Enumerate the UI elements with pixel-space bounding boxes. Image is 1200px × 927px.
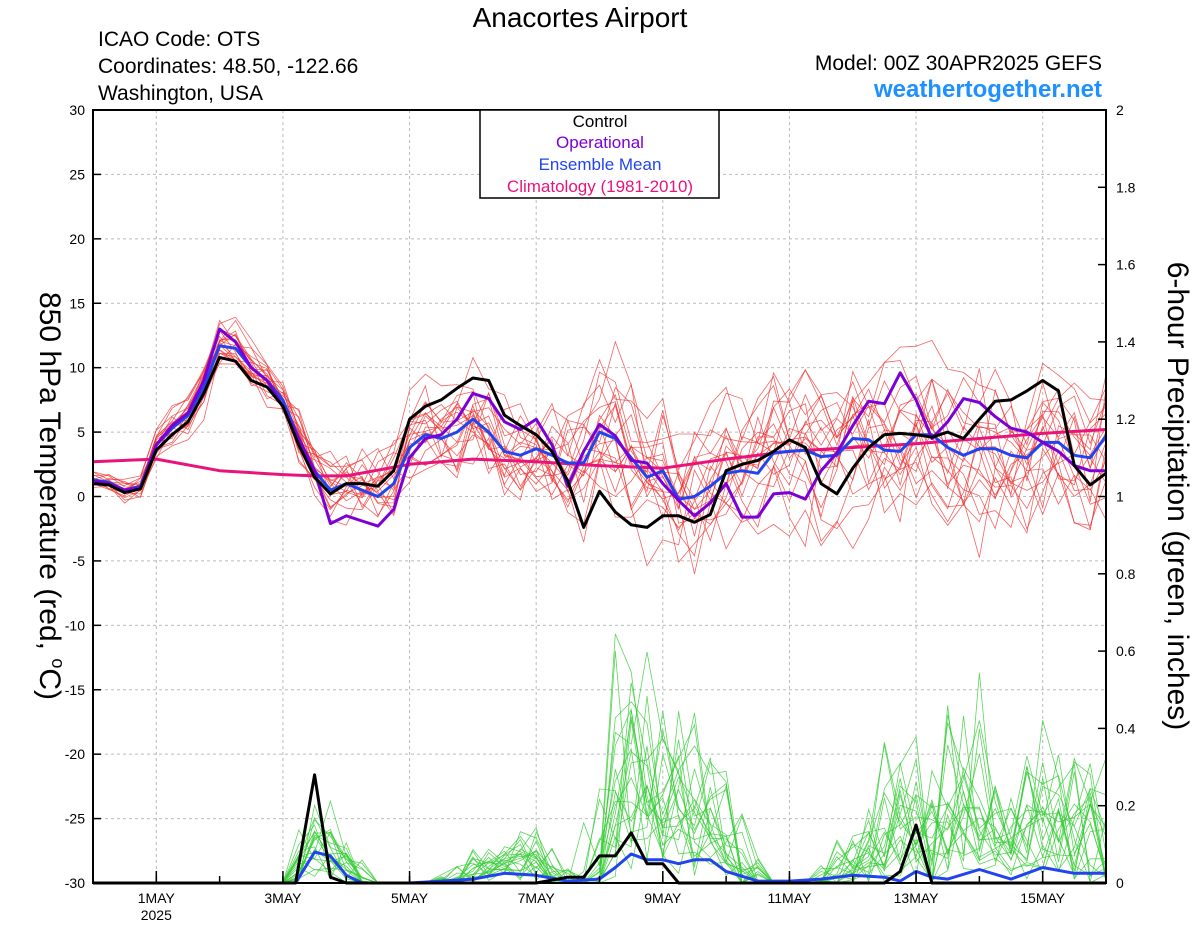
- legend-box: [479, 109, 720, 199]
- ensemble-member-temp: [92, 362, 1107, 558]
- y2-tick-label: 0.8: [1116, 566, 1136, 582]
- ensemble-member-temp: [92, 334, 1107, 531]
- x-tick-label: 9MAY: [644, 890, 682, 906]
- series-operational-temp: [92, 327, 1106, 528]
- series-control-temp: [92, 355, 1107, 529]
- legend-climatology: Climatology (1981-2010): [507, 177, 693, 196]
- y2-tick-label: 1: [1116, 489, 1124, 505]
- y2-tick-label: 0.6: [1116, 643, 1136, 659]
- y-tick-label: -25: [65, 811, 85, 827]
- x-tick-label: 13MAY: [894, 890, 940, 906]
- y-tick-label: -15: [65, 682, 85, 698]
- ensemble-member-temp: [92, 344, 1107, 503]
- coordinates: Coordinates: 48.50, -122.66: [98, 55, 359, 78]
- y-tick-label: -30: [65, 875, 85, 891]
- x-tick-sublabel: 2025: [141, 907, 172, 923]
- y-tick-label: 25: [69, 166, 85, 182]
- location: Washington, USA: [98, 82, 263, 105]
- ensemble-member-temp: [92, 340, 1107, 547]
- y2-axis-label: 6-hour Precipitation (green, inches): [1161, 262, 1194, 731]
- ensemble-member-temp: [92, 348, 1107, 563]
- ensemble-member-temp: [92, 352, 1107, 537]
- legend-control: Control: [573, 112, 628, 131]
- x-tick-label: 5MAY: [391, 890, 429, 906]
- gridlines: [93, 110, 1106, 883]
- x-tick-label: 1MAY: [138, 890, 176, 906]
- x-tick-label: 7MAY: [518, 890, 556, 906]
- ensemble-member-temp: [92, 316, 1107, 529]
- model-run: Model: 00Z 30APR2025 GEFS: [814, 52, 1102, 75]
- ensemble-member-temp: [92, 341, 1107, 521]
- legend: Control Operational Ensemble Mean Climat…: [479, 109, 720, 199]
- y-tick-label: 10: [69, 360, 85, 376]
- x-tick-label: 3MAY: [264, 890, 302, 906]
- ensemble-member-precip: [93, 650, 1107, 884]
- y-tick-label: 20: [69, 231, 85, 247]
- page-title: Anacortes Airport: [472, 2, 688, 33]
- ensemble-member-precip: [93, 682, 1107, 884]
- y-axis-label: 850 hPa Temperature (red, oC): [33, 292, 68, 700]
- y2-tick-label: 0.2: [1116, 798, 1136, 814]
- y-tick-label: 30: [69, 102, 85, 118]
- x-tick-label: 15MAY: [1020, 890, 1066, 906]
- icao-code: ICAO Code: OTS: [98, 28, 261, 51]
- y2-tick-label: 2: [1116, 102, 1124, 118]
- y-tick-label: 5: [77, 424, 85, 440]
- ensemble-member-precip: [93, 672, 1107, 884]
- y2-tick-label: 1.2: [1116, 411, 1136, 427]
- y2-tick-label: 0: [1116, 875, 1124, 891]
- y2-tick-label: 1.4: [1116, 334, 1136, 350]
- ensemble-member-temp: [92, 343, 1107, 526]
- y2-tick-label: 1.6: [1116, 257, 1136, 273]
- ensemble-member-temp: [92, 353, 1107, 567]
- legend-operational: Operational: [556, 133, 644, 152]
- y-tick-label: -5: [73, 553, 86, 569]
- y-tick-label: -20: [65, 746, 85, 762]
- site-link[interactable]: weathertogether.net: [873, 76, 1102, 103]
- x-tick-label: 11MAY: [768, 890, 812, 906]
- axis-ticks: 302520151050-5-10-15-20-25-3021.81.61.41…: [65, 102, 1136, 923]
- y-tick-label: 0: [77, 489, 85, 505]
- legend-ensemble-mean: Ensemble Mean: [539, 155, 662, 174]
- y2-tick-label: 1.8: [1116, 179, 1136, 195]
- y2-tick-label: 0.4: [1116, 720, 1136, 736]
- y-tick-label: 15: [69, 295, 85, 311]
- ensemble-members: [92, 316, 1107, 885]
- y-tick-label: -10: [65, 617, 85, 633]
